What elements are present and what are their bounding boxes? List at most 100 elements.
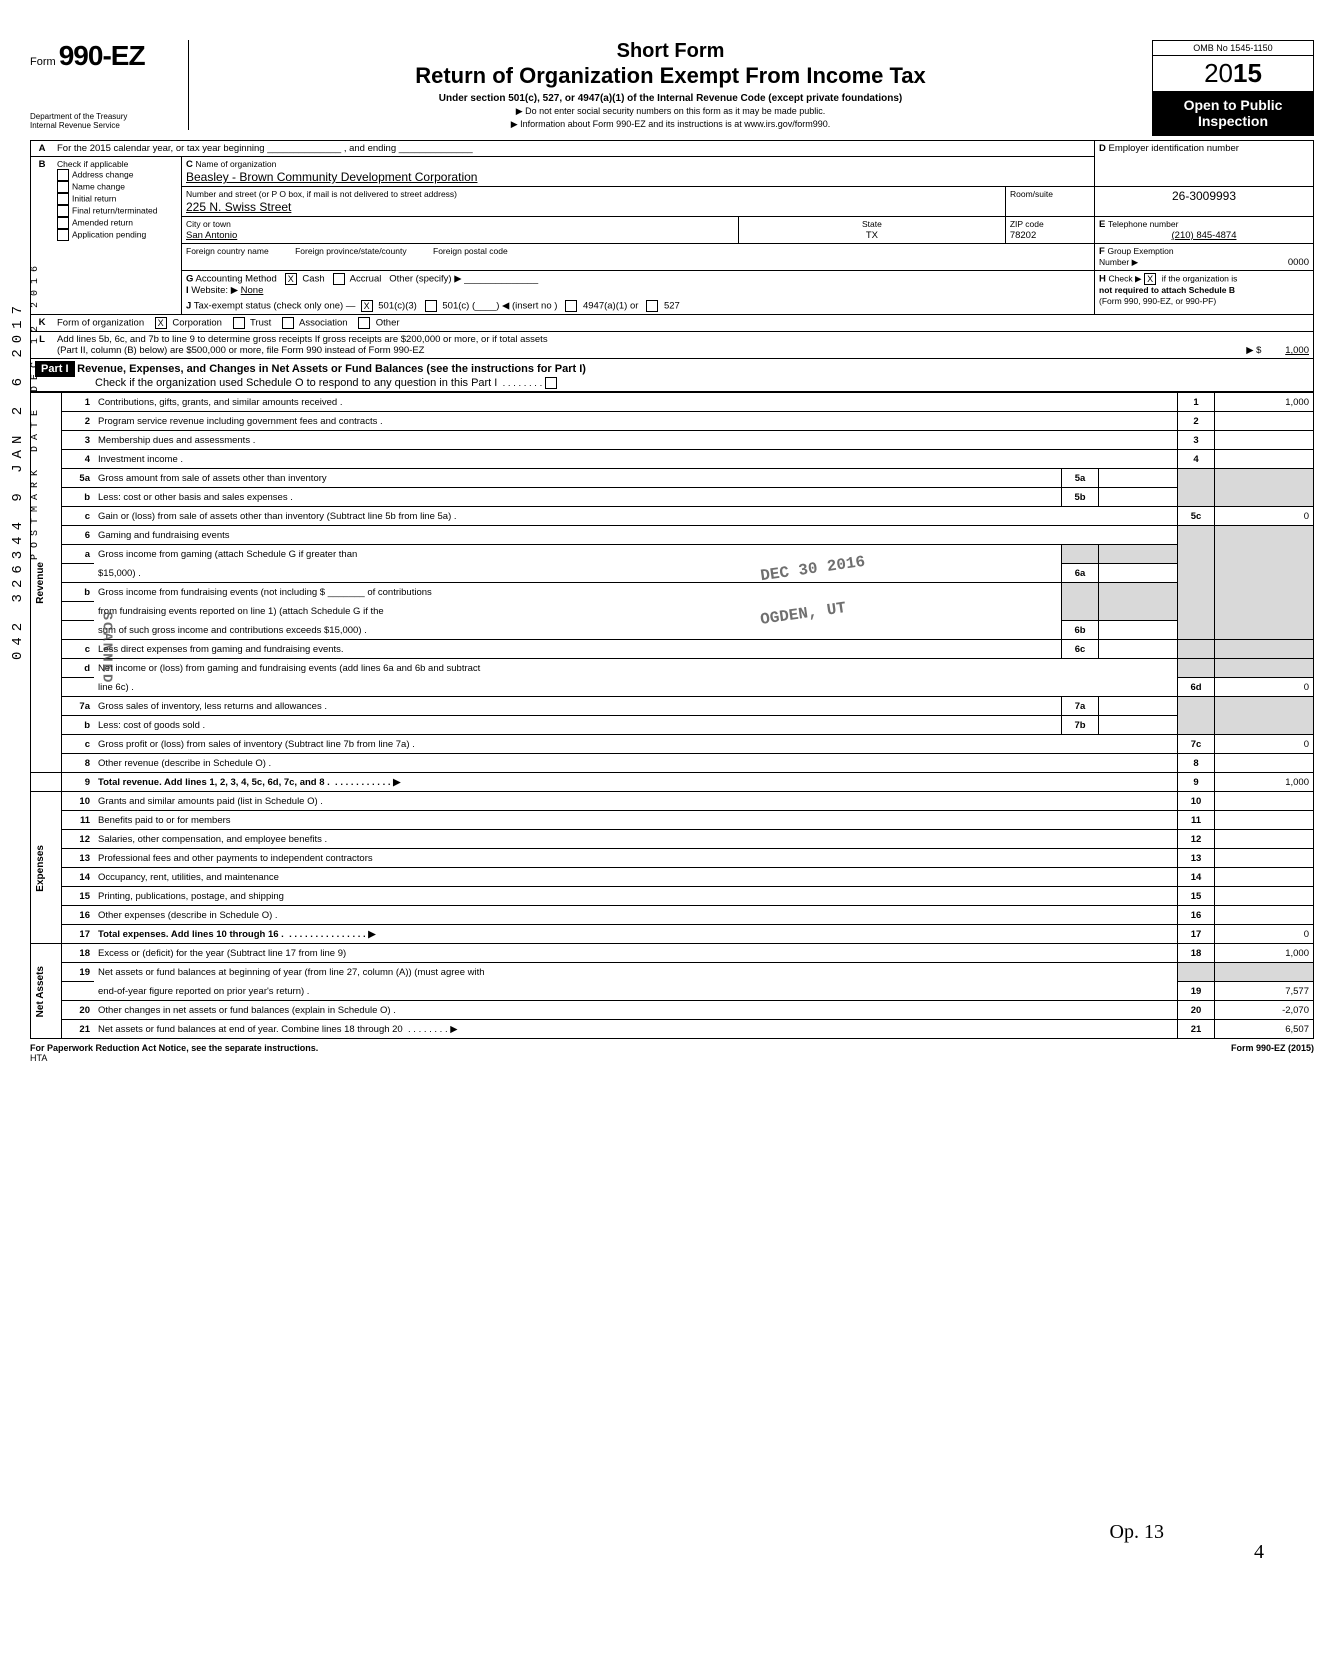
l3a — [1215, 431, 1314, 450]
l19: Net assets or fund balances at beginning… — [94, 963, 1178, 982]
ck-assoc[interactable] — [282, 317, 294, 329]
l6a2: $15,000) . — [94, 564, 1062, 583]
l-text: Add lines 5b, 6c, and 7b to line 9 to de… — [57, 334, 548, 345]
l2a — [1215, 412, 1314, 431]
l14a — [1215, 868, 1314, 887]
dept: Department of the Treasury Internal Reve… — [30, 112, 180, 130]
j-501c: 501(c) ( — [442, 301, 475, 312]
l4: Investment income . — [94, 450, 1178, 469]
l1: Contributions, gifts, grants, and simila… — [94, 393, 1178, 412]
ck-4947[interactable] — [565, 300, 577, 312]
j-527: 527 — [664, 301, 680, 312]
ck-accrual[interactable] — [333, 273, 345, 285]
l3: Membership dues and assessments . — [94, 431, 1178, 450]
ck-cash[interactable]: X — [285, 273, 297, 285]
ck-h[interactable]: X — [1144, 273, 1156, 285]
ck-corp[interactable]: X — [155, 317, 167, 329]
l7ca: 0 — [1215, 735, 1314, 754]
l20a: -2,070 — [1215, 1001, 1314, 1020]
state-lbl: State — [862, 219, 882, 229]
l17a: 0 — [1215, 925, 1314, 944]
l6: Gaming and fundraising events — [94, 526, 1178, 545]
note1: Do not enter social security numbers on … — [525, 106, 825, 116]
ck-trust[interactable] — [233, 317, 245, 329]
b-amended: Amended return — [72, 218, 133, 228]
open2: Inspection — [1157, 113, 1309, 129]
ck-527[interactable] — [646, 300, 658, 312]
l15a — [1215, 887, 1314, 906]
l10a — [1215, 792, 1314, 811]
l6d: Net income or (loss) from gaming and fun… — [94, 659, 1178, 678]
l7c: Gross profit or (loss) from sales of inv… — [94, 735, 1178, 754]
fc-lbl: Foreign country name — [186, 246, 269, 256]
k-trust: Trust — [250, 318, 271, 329]
l16a — [1215, 906, 1314, 925]
form-prefix: Form — [30, 56, 56, 68]
ck-final[interactable] — [57, 205, 69, 217]
l5ca: 0 — [1215, 507, 1314, 526]
lbl-e: Telephone number — [1108, 219, 1178, 229]
l2: Program service revenue including govern… — [94, 412, 1178, 431]
l8: Other revenue (describe in Schedule O) . — [94, 754, 1178, 773]
l6c: Less direct expenses from gaming and fun… — [94, 640, 1062, 659]
short-title: Short Form — [201, 40, 1140, 63]
line-a-end: , and ending — [344, 143, 396, 154]
year-suffix: 15 — [1233, 58, 1262, 88]
ck-501c3[interactable]: X — [361, 300, 373, 312]
subtitle: Under section 501(c), 527, or 4947(a)(1)… — [201, 93, 1140, 104]
l21a: 6,507 — [1215, 1020, 1314, 1039]
fp-lbl: Foreign province/state/county — [295, 246, 407, 256]
org-name: Beasley - Brown Community Development Co… — [186, 170, 477, 184]
l6b3: from fundraising events reported on line… — [94, 602, 1062, 621]
l1a: 1,000 — [1215, 393, 1314, 412]
l6b: Gross income from fundraising events (no… — [98, 587, 325, 598]
l15: Printing, publications, postage, and shi… — [94, 887, 1178, 906]
b-name-change: Name change — [72, 182, 125, 192]
lbl-f2: Number ▶ — [1099, 257, 1138, 267]
lbl-d: Employer identification number — [1109, 143, 1239, 154]
part1-title: Revenue, Expenses, and Changes in Net As… — [77, 363, 586, 375]
city-lbl: City or town — [186, 219, 231, 229]
h3: not required to attach Schedule B — [1099, 285, 1235, 295]
ck-addr-change[interactable] — [57, 169, 69, 181]
ck-amended[interactable] — [57, 217, 69, 229]
g-cash: Cash — [302, 274, 324, 285]
lbl-b: Check if applicable — [57, 159, 177, 169]
j-ins: ) ◀ (insert no ) — [496, 301, 557, 312]
b-pending: Application pending — [72, 230, 146, 240]
l-amt: 1,000 — [1285, 345, 1309, 356]
k-assoc: Association — [299, 318, 348, 329]
line-a: For the 2015 calendar year, or tax year … — [57, 143, 265, 154]
l9: Total revenue. Add lines 1, 2, 3, 4, 5c,… — [98, 777, 330, 788]
l7b: Less: cost of goods sold . — [94, 716, 1062, 735]
l5b: Less: cost or other basis and sales expe… — [94, 488, 1062, 507]
l17: Total expenses. Add lines 10 through 16 … — [98, 929, 284, 940]
l20: Other changes in net assets or fund bala… — [94, 1001, 1178, 1020]
zip: 78202 — [1010, 230, 1036, 241]
l14: Occupancy, rent, utilities, and maintena… — [94, 868, 1178, 887]
ck-initial[interactable] — [57, 193, 69, 205]
h2: if the organization is — [1162, 274, 1238, 284]
ck-name-change[interactable] — [57, 181, 69, 193]
sec-netassets: Net Assets — [35, 966, 46, 1017]
sec-revenue: Revenue — [35, 562, 46, 604]
l11: Benefits paid to or for members — [94, 811, 1178, 830]
ck-scho[interactable] — [545, 377, 557, 389]
ck-pending[interactable] — [57, 229, 69, 241]
j-501c3: 501(c)(3) — [378, 301, 417, 312]
g-other: Other (specify) ▶ — [389, 274, 461, 285]
addr: 225 N. Swiss Street — [186, 200, 291, 214]
ein: 26-3009993 — [1095, 187, 1314, 217]
city: San Antonio — [186, 230, 237, 241]
l5a: Gross amount from sale of assets other t… — [94, 469, 1062, 488]
i-val: None — [241, 285, 264, 296]
ck-other[interactable] — [358, 317, 370, 329]
l5c: Gain or (loss) from sale of assets other… — [94, 507, 1178, 526]
footer-hta: HTA — [30, 1053, 47, 1063]
j-4947: 4947(a)(1) or — [583, 301, 638, 312]
l8a — [1215, 754, 1314, 773]
b-final: Final return/terminated — [72, 206, 158, 216]
entity-table: A For the 2015 calendar year, or tax yea… — [30, 140, 1314, 392]
addr-lbl: Number and street (or P O box, if mail i… — [186, 189, 457, 199]
ck-501c[interactable] — [425, 300, 437, 312]
